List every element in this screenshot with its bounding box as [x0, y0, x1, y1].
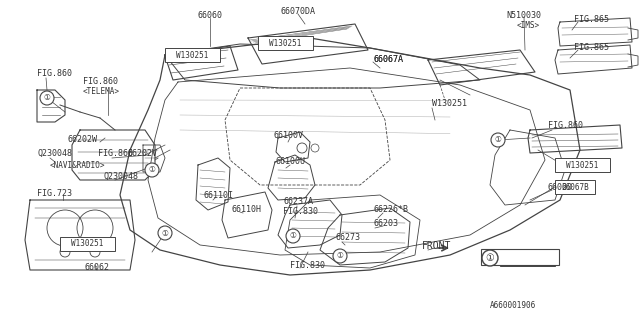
Text: FIG.865: FIG.865 [574, 43, 609, 52]
Text: Q230048: Q230048 [104, 172, 139, 180]
Text: <TELEMA>: <TELEMA> [83, 87, 120, 97]
Text: 66067A: 66067A [373, 55, 403, 65]
Circle shape [158, 226, 172, 240]
Bar [555, 180, 595, 194]
Text: FIG.865: FIG.865 [574, 15, 609, 25]
Text: W130251: W130251 [176, 51, 209, 60]
Text: 66100V: 66100V [274, 132, 304, 140]
Text: 66070DA: 66070DA [280, 7, 316, 17]
Text: FIG.860: FIG.860 [548, 122, 583, 131]
Circle shape [333, 249, 347, 263]
Text: 66237A: 66237A [283, 197, 313, 206]
Text: ①: ① [289, 231, 296, 241]
Text: 66203: 66203 [373, 219, 398, 228]
Text: N510030: N510030 [506, 11, 541, 20]
Text: ①: ① [161, 228, 168, 237]
Circle shape [482, 250, 498, 266]
Text: <NAVI&RADIO>: <NAVI&RADIO> [50, 161, 106, 170]
Text: Q230048: Q230048 [37, 148, 72, 157]
Text: 66060: 66060 [198, 12, 223, 20]
Text: FRONT: FRONT [422, 241, 451, 251]
Text: 66020: 66020 [548, 183, 573, 193]
Circle shape [286, 229, 300, 243]
Bar [258, 36, 313, 50]
Text: 66110H: 66110H [231, 205, 261, 214]
Text: FIG.860: FIG.860 [37, 68, 72, 77]
Bar [555, 158, 610, 172]
Text: 66110I: 66110I [203, 190, 233, 199]
Text: 66067A: 66067A [373, 55, 403, 65]
Text: ①: ① [44, 93, 51, 102]
Text: FIG.723: FIG.723 [37, 188, 72, 197]
Text: W130251: W130251 [71, 239, 104, 249]
Bar [481, 249, 559, 265]
Text: W130251: W130251 [269, 38, 301, 47]
Text: FIG.860: FIG.860 [98, 148, 133, 157]
Text: FIG.860: FIG.860 [83, 77, 118, 86]
Circle shape [40, 91, 54, 105]
Circle shape [491, 133, 505, 147]
Text: A660001906: A660001906 [490, 300, 536, 309]
Text: FIG.830: FIG.830 [290, 260, 325, 269]
Bar [500, 250, 555, 266]
Text: 66226*B: 66226*B [373, 205, 408, 214]
Bar [60, 237, 115, 251]
Text: ①: ① [148, 165, 156, 174]
Text: 66273: 66273 [335, 234, 360, 243]
Text: W130251: W130251 [566, 161, 598, 170]
Text: 66100U: 66100U [276, 156, 306, 165]
Text: ①: ① [337, 252, 344, 260]
Text: W130251: W130251 [432, 100, 467, 108]
Text: 66202W: 66202W [67, 135, 97, 145]
Text: ①: ① [495, 135, 501, 145]
Text: 0500013: 0500013 [509, 253, 547, 262]
Text: <IMS>: <IMS> [516, 20, 540, 29]
Text: ①: ① [486, 253, 494, 263]
Circle shape [145, 163, 159, 177]
Text: 66067B: 66067B [561, 182, 589, 191]
Bar [165, 48, 220, 62]
Text: FIG.830: FIG.830 [283, 207, 318, 217]
Text: 66202V: 66202V [128, 148, 158, 157]
Text: 66062: 66062 [84, 263, 109, 273]
